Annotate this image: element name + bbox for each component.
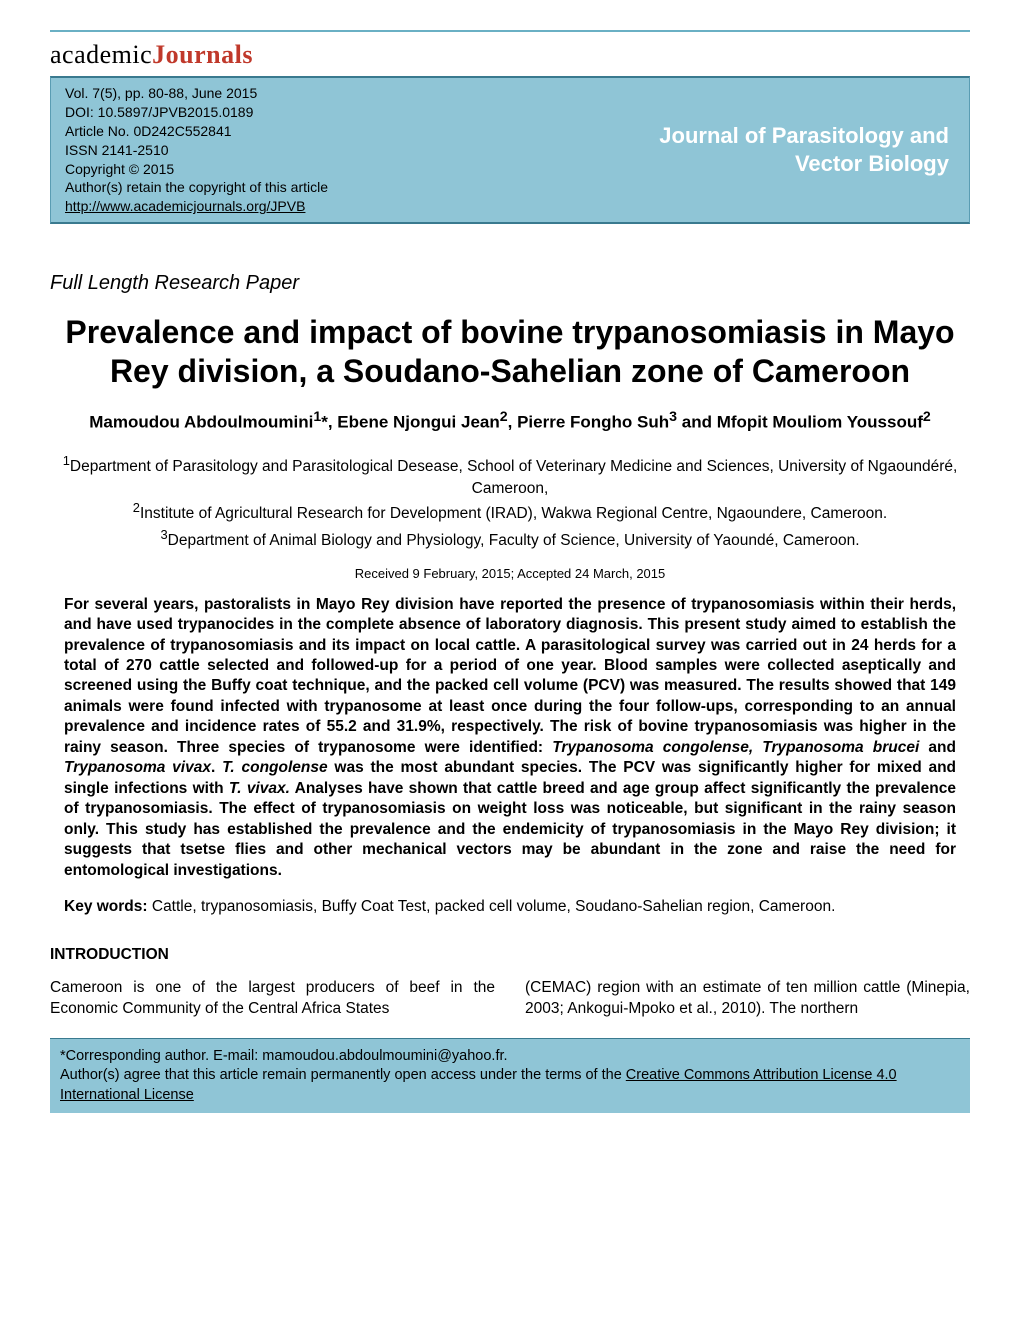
intro-body: Cameroon is one of the largest producers… [50, 978, 970, 1020]
license-statement: Author(s) agree that this article remain… [60, 1066, 960, 1105]
header-box: Vol. 7(5), pp. 80-88, June 2015 DOI: 10.… [50, 76, 970, 224]
authors-list: Mamoudou Abdoulmoumini1*, Ebene Njongui … [50, 408, 970, 434]
top-rule [50, 30, 970, 32]
submission-dates: Received 9 February, 2015; Accepted 24 M… [50, 566, 970, 581]
meta-copyright: Copyright © 2015 [65, 160, 328, 179]
paper-type-label: Full Length Research Paper [50, 272, 970, 295]
intro-col-right: (CEMAC) region with an estimate of ten m… [525, 978, 970, 1020]
journal-title: Journal of Parasitology and Vector Biolo… [659, 122, 955, 179]
corresponding-email: *Corresponding author. E-mail: mamoudou.… [60, 1047, 960, 1067]
article-meta: Vol. 7(5), pp. 80-88, June 2015 DOI: 10.… [65, 84, 328, 216]
publisher-logo: academicJournals [50, 40, 970, 70]
license-pre: Author(s) agree that this article remain… [60, 1067, 626, 1083]
intro-col-left: Cameroon is one of the largest producers… [50, 978, 495, 1020]
keywords: Key words: Cattle, trypanosomiasis, Buff… [64, 897, 956, 918]
meta-volume: Vol. 7(5), pp. 80-88, June 2015 [65, 84, 328, 103]
keywords-text: Cattle, trypanosomiasis, Buffy Coat Test… [148, 898, 836, 915]
meta-url-link[interactable]: http://www.academicjournals.org/JPVB [65, 198, 305, 214]
introduction-heading: INTRODUCTION [50, 946, 970, 964]
meta-rights: Author(s) retain the copyright of this a… [65, 178, 328, 197]
meta-issn: ISSN 2141-2510 [65, 141, 328, 160]
meta-doi: DOI: 10.5897/JPVB2015.0189 [65, 103, 328, 122]
logo-part1: academic [50, 40, 152, 69]
article-title: Prevalence and impact of bovine trypanos… [50, 313, 970, 390]
journal-line1: Journal of Parasitology and [659, 122, 949, 151]
logo-part2: Journals [152, 40, 253, 69]
corresponding-author-box: *Corresponding author. E-mail: mamoudou.… [50, 1038, 970, 1114]
affiliations: 1Department of Parasitology and Parasito… [50, 452, 970, 551]
meta-article-no: Article No. 0D242C552841 [65, 122, 328, 141]
abstract: For several years, pastoralists in Mayo … [64, 595, 956, 881]
keywords-label: Key words: [64, 898, 148, 915]
journal-line2: Vector Biology [659, 150, 949, 179]
